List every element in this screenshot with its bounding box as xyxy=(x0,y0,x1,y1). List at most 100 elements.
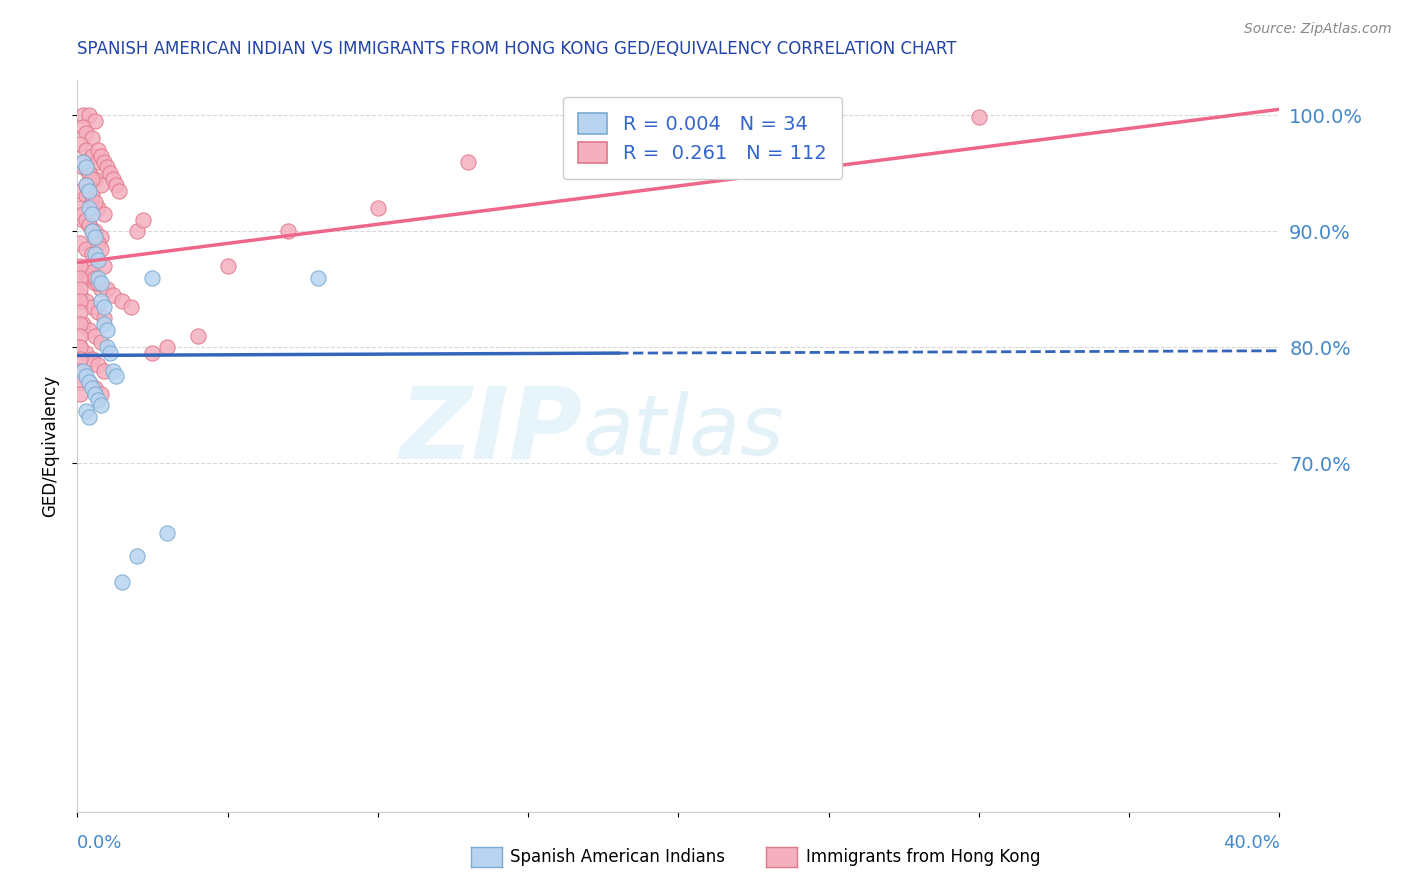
Point xyxy=(79,166,101,180)
Point xyxy=(82,300,104,314)
Point xyxy=(75,143,97,157)
Point xyxy=(84,386,107,401)
Point xyxy=(156,526,179,541)
Point xyxy=(84,230,107,244)
Point xyxy=(69,288,91,302)
Point xyxy=(90,242,112,256)
Point xyxy=(87,143,110,157)
Point xyxy=(90,398,112,412)
Point xyxy=(72,369,94,384)
Point xyxy=(75,369,97,384)
Point xyxy=(79,201,101,215)
Point xyxy=(105,178,128,192)
Point xyxy=(100,346,122,360)
Point xyxy=(75,293,97,308)
Point xyxy=(69,201,91,215)
Point xyxy=(69,235,91,250)
Point xyxy=(87,253,110,268)
Point xyxy=(105,369,128,384)
Point xyxy=(72,154,94,169)
Point xyxy=(132,212,155,227)
Point xyxy=(69,363,91,377)
Point xyxy=(84,195,107,210)
Point xyxy=(75,161,97,175)
Point xyxy=(72,265,94,279)
Point xyxy=(69,317,91,331)
Point xyxy=(87,154,110,169)
Point xyxy=(87,392,110,407)
Point xyxy=(84,277,107,291)
Point xyxy=(79,219,101,233)
Point xyxy=(93,259,115,273)
Text: ZIP: ZIP xyxy=(399,383,582,480)
Point xyxy=(90,386,112,401)
Point xyxy=(79,409,101,424)
Point xyxy=(72,120,94,134)
Point xyxy=(79,270,101,285)
Point xyxy=(90,293,112,308)
Point xyxy=(72,317,94,331)
Point xyxy=(82,224,104,238)
Point xyxy=(367,201,389,215)
Text: atlas: atlas xyxy=(582,391,785,472)
Point xyxy=(79,108,101,122)
Text: SPANISH AMERICAN INDIAN VS IMMIGRANTS FROM HONG KONG GED/EQUIVALENCY CORRELATION: SPANISH AMERICAN INDIAN VS IMMIGRANTS FR… xyxy=(77,40,957,58)
Point xyxy=(90,334,112,349)
Point xyxy=(82,381,104,395)
Text: Spanish American Indians: Spanish American Indians xyxy=(510,848,725,866)
Point xyxy=(69,340,91,354)
Point xyxy=(93,311,115,326)
Point xyxy=(93,363,115,377)
Legend: R = 0.004   N = 34, R =  0.261   N = 112: R = 0.004 N = 34, R = 0.261 N = 112 xyxy=(562,97,842,178)
Point xyxy=(141,346,163,360)
Point xyxy=(82,265,104,279)
Point xyxy=(75,212,97,227)
Point xyxy=(120,300,142,314)
Point xyxy=(75,178,97,192)
Point xyxy=(96,161,118,175)
Point xyxy=(93,207,115,221)
Point xyxy=(79,166,101,180)
Point xyxy=(87,235,110,250)
Point xyxy=(967,111,990,125)
Point xyxy=(93,154,115,169)
Point xyxy=(87,277,110,291)
Point xyxy=(87,358,110,372)
Point xyxy=(72,161,94,175)
Point xyxy=(69,328,91,343)
Point xyxy=(84,230,107,244)
Point xyxy=(668,137,690,152)
Point xyxy=(307,270,329,285)
Text: Immigrants from Hong Kong: Immigrants from Hong Kong xyxy=(806,848,1040,866)
Point xyxy=(93,317,115,331)
Point xyxy=(69,282,91,296)
Point xyxy=(72,212,94,227)
Point xyxy=(84,114,107,128)
Point xyxy=(75,178,97,192)
Point xyxy=(82,172,104,186)
Point xyxy=(87,201,110,215)
Point xyxy=(79,219,101,233)
Point xyxy=(87,270,110,285)
Point xyxy=(103,363,125,377)
Point xyxy=(82,195,104,210)
Point xyxy=(156,340,179,354)
Point xyxy=(108,184,131,198)
Point xyxy=(75,404,97,418)
Point xyxy=(93,300,115,314)
Point xyxy=(79,323,101,337)
Point xyxy=(90,230,112,244)
Point xyxy=(90,178,112,192)
Point xyxy=(84,270,107,285)
Point xyxy=(111,293,134,308)
Point xyxy=(817,120,839,134)
Point xyxy=(79,184,101,198)
Point xyxy=(69,293,91,308)
Point xyxy=(69,259,91,273)
Text: 40.0%: 40.0% xyxy=(1223,834,1279,852)
Point xyxy=(69,340,91,354)
Point xyxy=(82,189,104,203)
Point xyxy=(84,247,107,261)
Point xyxy=(84,328,107,343)
Point xyxy=(79,259,101,273)
